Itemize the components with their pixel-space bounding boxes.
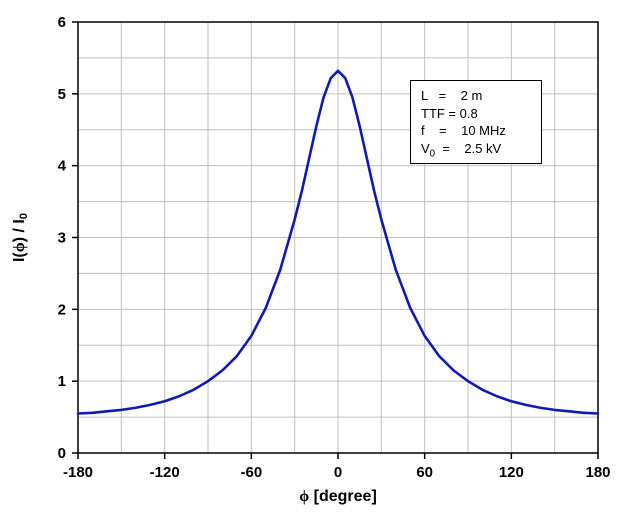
y-tick-label: 6 <box>58 14 66 31</box>
legend-row: V0 = 2.5 kV <box>421 140 531 158</box>
x-tick-label: -60 <box>240 464 262 481</box>
y-tick-label: 0 <box>58 445 66 462</box>
y-tick-label: 1 <box>58 373 66 390</box>
x-tick-label: 180 <box>585 464 610 481</box>
x-tick-label: -120 <box>150 464 180 481</box>
y-tick-label: 4 <box>58 158 67 175</box>
chart-container: -180 -120 -60 0 60 120 180 0 1 2 3 4 5 6 ϕ [degree] I(ϕ… <box>0 0 620 515</box>
y-tick-label: 3 <box>58 230 66 247</box>
parameter-legend: L = 2 mTTF = 0.8f = 10 MHzV0 = 2.5 kV <box>410 80 542 164</box>
x-tick-label: 0 <box>334 464 342 481</box>
x-tick-label: 120 <box>499 464 524 481</box>
y-axis-label: I(ϕ) / I0 <box>11 213 30 262</box>
legend-row: L = 2 m <box>421 87 531 105</box>
line-chart: -180 -120 -60 0 60 120 180 0 1 2 3 4 5 6 ϕ [degree] I(ϕ… <box>0 0 620 515</box>
y-tick-label: 2 <box>58 301 66 318</box>
x-tick-label: -180 <box>63 464 93 481</box>
x-axis-label: ϕ [degree] <box>299 488 377 505</box>
legend-row: f = 10 MHz <box>421 122 531 140</box>
x-tick-label: 60 <box>416 464 433 481</box>
y-tick-label: 5 <box>58 86 66 103</box>
legend-row: TTF = 0.8 <box>421 105 531 123</box>
